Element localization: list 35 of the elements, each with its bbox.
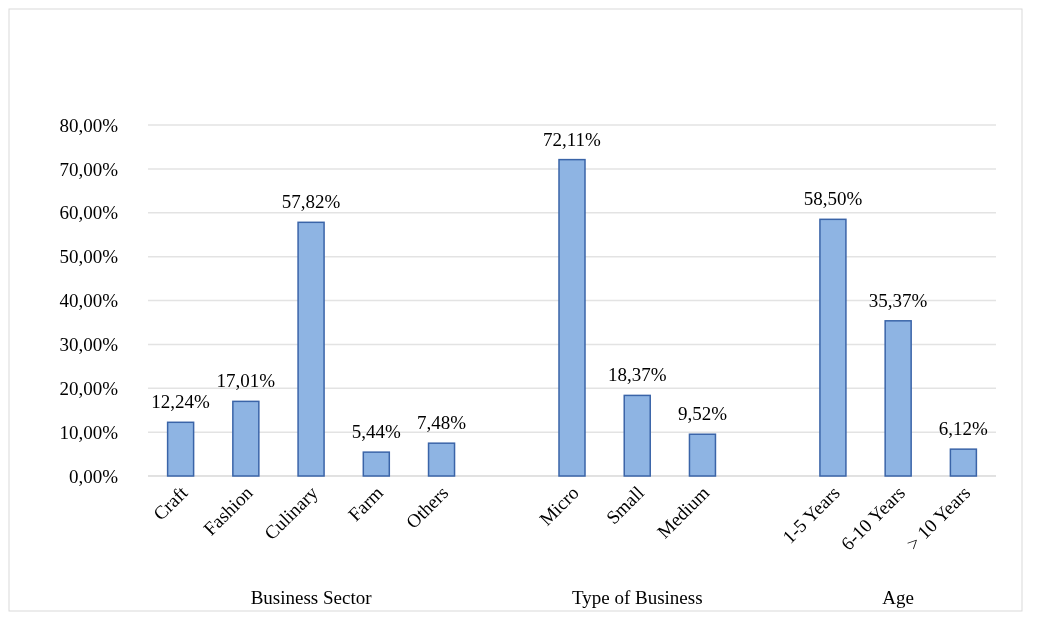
- text: Age: [882, 587, 914, 608]
- bar: [166, 421, 195, 477]
- y-tick-label: 20,00%: [59, 377, 119, 399]
- data-label: 6,12%: [938, 418, 989, 440]
- bar: [558, 158, 586, 477]
- y-tick-label: 10,00%: [59, 421, 119, 443]
- bar: [427, 442, 456, 477]
- bar: [232, 400, 260, 477]
- bar: [362, 451, 391, 477]
- y-tick-label: 60,00%: [59, 202, 119, 224]
- bar: [623, 394, 651, 477]
- data-label: 7,48%: [417, 412, 467, 434]
- bar: [297, 221, 325, 477]
- bar: [819, 218, 847, 477]
- data-label: 9,52%: [677, 403, 728, 425]
- y-tick-label: 50,00%: [59, 246, 119, 268]
- data-label: 17,01%: [216, 370, 276, 392]
- y-tick-label: 70,00%: [59, 158, 119, 180]
- y-tick-label: 0,00%: [68, 465, 119, 487]
- y-tick-label: 80,00%: [59, 114, 119, 136]
- data-label: 58,50%: [803, 188, 863, 210]
- data-label: 18,37%: [607, 364, 667, 386]
- text: Business Sector: [250, 587, 373, 608]
- bar: [949, 448, 978, 477]
- y-tick-label: 30,00%: [59, 334, 119, 356]
- x-tick-label: Craft: [148, 481, 192, 525]
- text: Type of Business: [571, 587, 703, 608]
- bar: [688, 433, 717, 477]
- data-label: 12,24%: [151, 391, 211, 413]
- bar: [884, 320, 912, 477]
- data-label: 5,44%: [351, 421, 402, 443]
- data-label: 35,37%: [868, 289, 928, 311]
- data-label: 72,11%: [543, 128, 602, 150]
- y-tick-label: 40,00%: [59, 290, 119, 312]
- data-label: 57,82%: [281, 191, 341, 213]
